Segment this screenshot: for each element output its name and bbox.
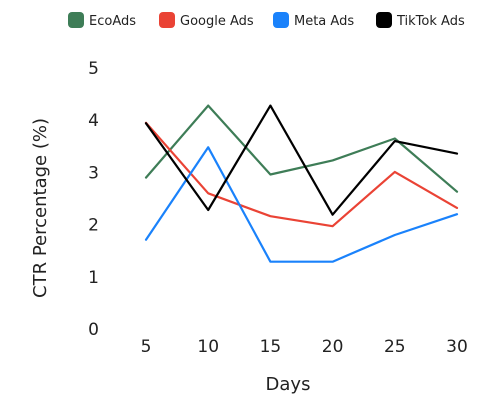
- x-axis-ticks: 5 10 15 20 25 30: [141, 337, 468, 357]
- legend: EcoAds Google Ads Meta Ads TikTok Ads: [68, 12, 465, 29]
- y-axis-label: CTR Percentage (%): [30, 118, 51, 298]
- series-line-tiktok-ads: [144, 104, 459, 216]
- series-line-meta-ads: [144, 146, 459, 263]
- legend-item: TikTok Ads: [376, 12, 465, 29]
- x-tick-label: 5: [141, 337, 152, 357]
- legend-item: Meta Ads: [273, 12, 354, 29]
- legend-swatch: [159, 12, 175, 28]
- y-tick-label: 3: [88, 163, 99, 183]
- legend-swatch: [376, 12, 392, 28]
- y-tick-label: 4: [88, 111, 99, 131]
- legend-label: Meta Ads: [294, 14, 354, 29]
- legend-swatch: [68, 12, 84, 28]
- series-line-google-ads: [144, 121, 459, 228]
- x-tick-label: 30: [446, 337, 468, 357]
- y-tick-label: 5: [88, 59, 99, 79]
- x-tick-label: 15: [260, 337, 282, 357]
- x-tick-label: 20: [322, 337, 344, 357]
- x-tick-label: 10: [197, 337, 219, 357]
- series-line-ecoads: [144, 104, 459, 193]
- legend-label: Google Ads: [180, 14, 254, 29]
- x-tick-label: 25: [384, 337, 406, 357]
- y-tick-label: 0: [88, 320, 99, 340]
- legend-label: TikTok Ads: [396, 14, 465, 29]
- legend-item: EcoAds: [68, 12, 136, 29]
- y-tick-label: 2: [88, 216, 99, 236]
- y-axis-ticks: 0 1 2 3 4 5: [88, 59, 99, 340]
- x-axis-label: Days: [266, 374, 311, 395]
- y-tick-label: 1: [88, 268, 99, 288]
- series-lines: [144, 104, 459, 263]
- legend-swatch: [273, 12, 289, 28]
- legend-label: EcoAds: [89, 14, 136, 29]
- legend-item: Google Ads: [159, 12, 254, 29]
